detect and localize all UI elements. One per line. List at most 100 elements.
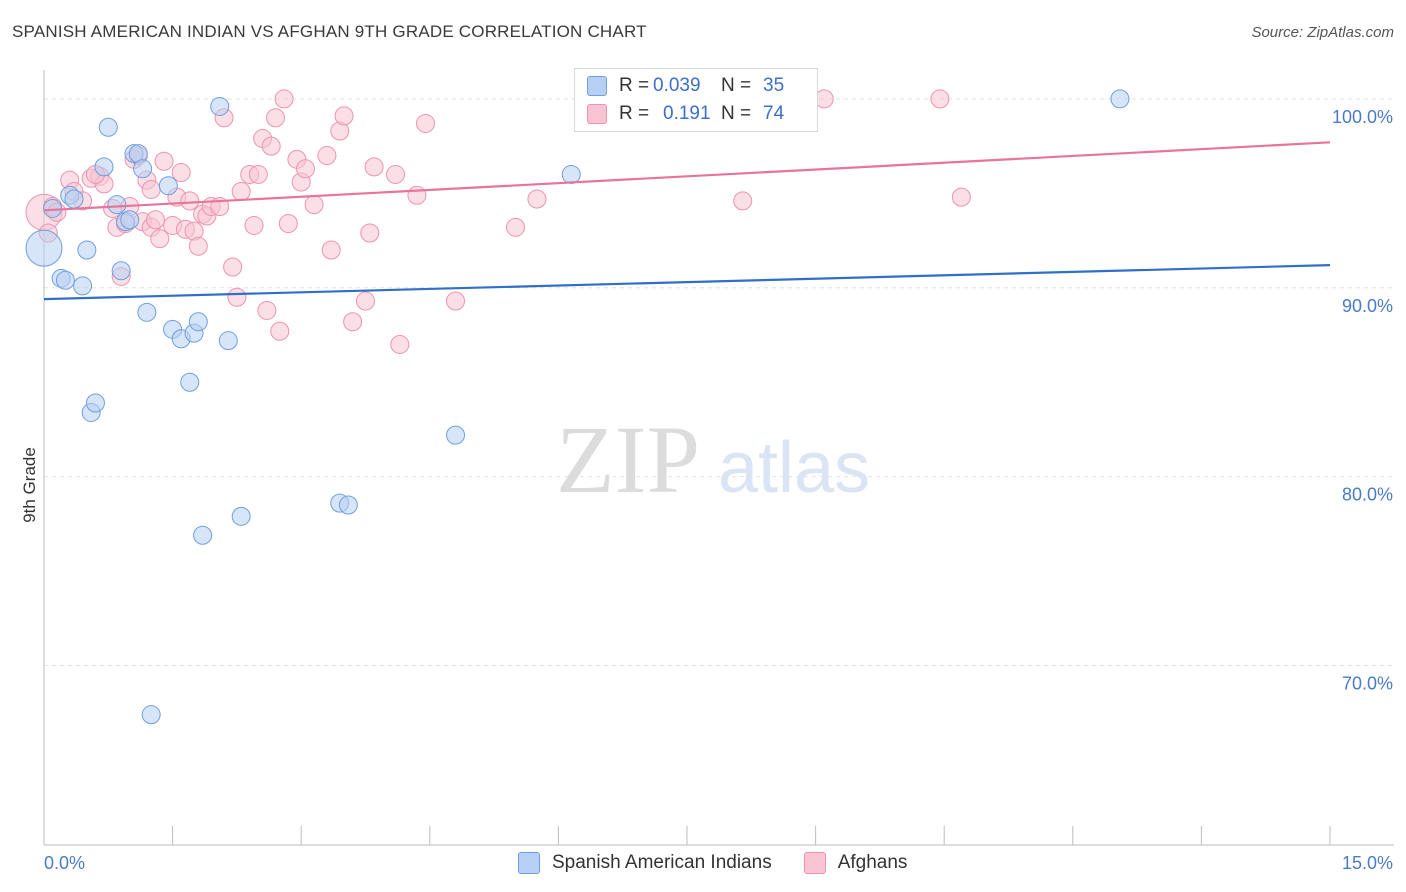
afghans-point [951, 187, 971, 207]
spanish-american-indians-point [77, 240, 97, 260]
spanish-american-indians-point [158, 176, 178, 196]
spanish-american-indians-point [107, 195, 127, 215]
afghans-point [171, 163, 191, 183]
series-legend: Spanish American Indians Afghans [518, 852, 939, 874]
y-tick-label: 100.0% [1332, 107, 1393, 127]
trend-lines [43, 141, 1331, 301]
afghans-point [407, 185, 427, 205]
chart-title: SPANISH AMERICAN INDIAN VS AFGHAN 9TH GR… [12, 22, 647, 41]
spanish-american-indians-point [25, 229, 63, 267]
afghans-point [356, 291, 375, 311]
afghans-point [930, 89, 950, 109]
afghans-point [360, 223, 380, 243]
spanish-american-indians-point [193, 525, 213, 545]
afghans-point [270, 321, 290, 341]
legend-swatch-pink [587, 104, 607, 124]
spanish-american-indians-point [85, 393, 105, 413]
afghans-point [321, 240, 341, 260]
afghans-point [295, 159, 315, 179]
spanish-american-indians-point [1110, 89, 1130, 109]
afghans-point [227, 287, 247, 307]
afghans-points [25, 89, 971, 354]
spanish-american-indians-point [73, 276, 93, 296]
afghans-point [527, 189, 547, 209]
spanish-american-indians-point [111, 261, 131, 281]
spanish-american-indians-point [43, 198, 63, 218]
afghans-point [274, 89, 294, 109]
legend-row-spanish: R = 0.039 N = 35 [587, 73, 784, 99]
afghans-point [261, 136, 281, 156]
legend-row-afghans: R = 0.191 N = 74 [587, 101, 784, 127]
spanish-american-indians-trendline [43, 264, 1331, 301]
legend-n-value: 35 [763, 75, 785, 96]
watermark-zip: ZIP [556, 406, 700, 513]
afghans-point [244, 215, 264, 235]
afghans-point [180, 191, 200, 211]
afghans-point [446, 291, 466, 311]
spanish-american-indians-point [561, 164, 581, 184]
spanish-american-indians-point [210, 96, 230, 116]
series-legend-item-spanish[interactable]: Spanish American Indians [518, 852, 772, 874]
afghans-point [386, 164, 406, 184]
watermark: ZIP atlas [556, 406, 870, 513]
x-tick-label-max: 15.0% [1342, 853, 1393, 873]
legend-swatch-blue [587, 76, 607, 96]
afghans-point [150, 229, 170, 249]
y-tick-labels: 100.0% 90.0% 80.0% 70.0% [1332, 107, 1393, 694]
spanish-american-indians-point [446, 425, 466, 445]
legend-n-label: N = [721, 75, 752, 96]
spanish-american-indians-point [180, 372, 200, 392]
spanish-american-indians-point [98, 117, 118, 137]
legend-r-label: R = [619, 75, 650, 96]
series-swatch-blue [518, 852, 540, 874]
afghans-point [154, 151, 174, 171]
afghans-point [733, 191, 753, 211]
spanish-american-indians-points [25, 89, 1130, 725]
series-label-afghans: Afghans [837, 852, 908, 873]
afghans-trendline [43, 141, 1331, 212]
afghans-point [364, 157, 384, 177]
afghans-point [257, 300, 277, 320]
x-tick-label-min: 0.0% [44, 853, 85, 873]
legend-r-value: 0.039 [653, 75, 701, 96]
spanish-american-indians-point [137, 302, 157, 322]
legend-n-label: N = [721, 103, 752, 124]
afghans-point [145, 210, 165, 230]
watermark-atlas: atlas [718, 428, 870, 508]
y-tick-label: 80.0% [1342, 485, 1393, 505]
spanish-american-indians-point [188, 312, 208, 332]
afghans-point [188, 236, 208, 256]
spanish-american-indians-point [120, 210, 140, 230]
afghans-point [223, 257, 243, 277]
series-label-spanish: Spanish American Indians [552, 852, 772, 873]
afghans-point [343, 312, 363, 332]
afghans-point [506, 217, 526, 237]
chart-source: Source: ZipAtlas.com [1251, 24, 1394, 41]
y-tick-label: 70.0% [1342, 674, 1393, 694]
legend-r-label: R = [619, 103, 650, 124]
afghans-point [265, 108, 285, 128]
afghans-point [141, 180, 161, 200]
spanish-american-indians-point [64, 189, 84, 209]
spanish-american-indians-point [55, 270, 75, 290]
series-legend-item-afghans[interactable]: Afghans [803, 852, 908, 874]
spanish-american-indians-point [94, 157, 114, 177]
spanish-american-indians-point [133, 159, 153, 179]
stats-legend: R = 0.039 N = 35 R = 0.191 N = 74 [574, 68, 818, 132]
spanish-american-indians-point [338, 495, 358, 515]
spanish-american-indians-point [231, 506, 251, 526]
spanish-american-indians-point [218, 331, 238, 351]
afghans-point [334, 106, 354, 126]
x-tick-labels: 0.0% 15.0% [44, 853, 1393, 873]
afghans-point [248, 164, 268, 184]
x-tick-marks [43, 826, 1331, 845]
y-axis-label: 9th Grade [20, 447, 39, 523]
afghans-point [231, 181, 251, 201]
afghans-point [304, 195, 324, 215]
series-swatch-pink [803, 852, 826, 874]
afghans-point [416, 113, 436, 133]
afghans-point [278, 214, 298, 234]
y-tick-label: 90.0% [1342, 296, 1393, 316]
afghans-point [390, 334, 410, 354]
